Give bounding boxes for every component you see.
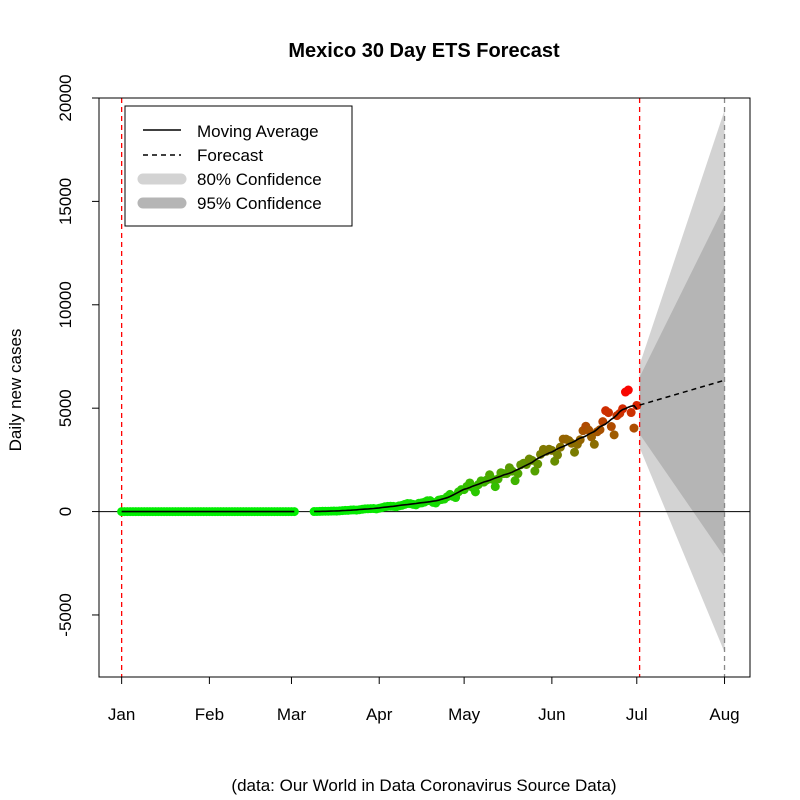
legend: Moving Average Forecast 80% Confidence 9…	[124, 105, 353, 227]
x-tick-label-2: Mar	[277, 705, 307, 724]
plot-frame	[98, 97, 751, 678]
y-tick-label-3: 10000	[56, 281, 75, 328]
x-tick-label-7: Aug	[709, 705, 739, 724]
data-point-148	[553, 450, 563, 460]
data-point-167	[606, 422, 616, 432]
y-tick-label-2: 5000	[56, 389, 75, 427]
data-point-173	[623, 385, 633, 395]
marker-vertical-lines	[120, 98, 726, 677]
moving-average-line	[314, 404, 638, 513]
data-point-176	[632, 400, 642, 410]
y-tick-label-1: 0	[56, 507, 75, 516]
data-point-119	[470, 487, 480, 497]
legend-label-95: 95% Confidence	[197, 194, 322, 213]
data-point-166	[603, 408, 613, 418]
data-source-caption: (data: Our World in Data Coronavirus Sou…	[231, 776, 616, 795]
forecast-confidence-bands	[639, 110, 725, 653]
data-point-174	[626, 408, 636, 418]
x-tick-label-3: Apr	[366, 705, 393, 724]
data-point-168	[609, 430, 619, 440]
series-lines	[121, 379, 725, 513]
data-point-133	[510, 476, 520, 486]
axes: -5000 0 5000 10000 15000 20000 Jan Feb Mar Apr May…	[56, 74, 751, 724]
x-tick-label-4: May	[448, 705, 481, 724]
data-point-175	[629, 423, 639, 433]
legend-label-80: 80% Confidence	[197, 170, 322, 189]
data-point-140	[530, 466, 540, 476]
y-axis-label: Daily new cases	[6, 329, 25, 452]
y-tick-label-4: 15000	[56, 178, 75, 225]
y-tick-label-5: 20000	[56, 74, 75, 121]
data-point-141	[533, 459, 543, 469]
chart-title: Mexico 30 Day ETS Forecast	[288, 40, 560, 62]
data-point-163	[595, 425, 605, 435]
forecast-line	[639, 379, 725, 406]
data-point-154	[570, 447, 580, 457]
x-tick-label-6: Jul	[626, 705, 648, 724]
band-80-confidence	[639, 205, 725, 558]
data-point-161	[589, 439, 599, 449]
daily-case-points	[117, 385, 642, 517]
legend-label-forecast: Forecast	[197, 146, 263, 165]
y-tick-label-0: -5000	[56, 593, 75, 636]
x-tick-label-5: Jun	[538, 705, 565, 724]
x-tick-label-0: Jan	[108, 705, 135, 724]
data-point-126	[490, 482, 500, 492]
x-tick-label-1: Feb	[195, 705, 224, 724]
legend-label-moving-average: Moving Average	[197, 122, 319, 141]
